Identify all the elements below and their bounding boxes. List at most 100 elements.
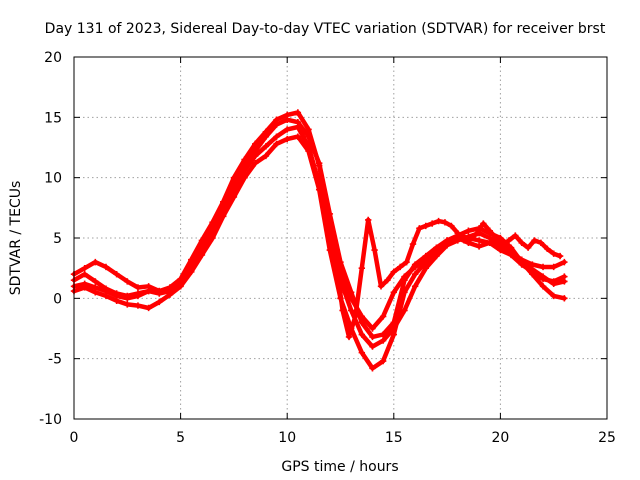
data-point bbox=[92, 278, 99, 285]
data-point bbox=[124, 278, 131, 285]
data-point bbox=[390, 268, 397, 275]
data-point bbox=[428, 220, 436, 227]
data-point bbox=[550, 263, 557, 271]
data-point bbox=[369, 365, 376, 372]
data-point bbox=[156, 298, 163, 306]
data-point bbox=[333, 258, 340, 266]
data-point bbox=[305, 133, 312, 140]
x-axis-label: GPS time / hours bbox=[281, 459, 398, 475]
data-point bbox=[81, 284, 88, 291]
data-point bbox=[518, 258, 525, 266]
data-point bbox=[284, 116, 291, 123]
data-point bbox=[390, 289, 397, 296]
data-point bbox=[345, 333, 353, 341]
data-point bbox=[422, 252, 429, 260]
data-point bbox=[379, 313, 387, 320]
data-point bbox=[401, 277, 408, 284]
data-point bbox=[113, 271, 120, 278]
data-point bbox=[539, 263, 547, 271]
data-point bbox=[369, 325, 376, 332]
data-point bbox=[401, 307, 408, 314]
data-point bbox=[465, 227, 472, 234]
data-point bbox=[561, 278, 568, 285]
data-point bbox=[544, 245, 551, 253]
data-point bbox=[416, 225, 423, 232]
data-point bbox=[422, 258, 429, 266]
data-point bbox=[377, 283, 385, 290]
data-point bbox=[262, 152, 270, 160]
data-point bbox=[473, 229, 481, 237]
data-point bbox=[524, 244, 532, 251]
y-tick-label: 20 bbox=[44, 50, 62, 66]
data-point bbox=[241, 167, 248, 174]
data-point bbox=[262, 143, 270, 150]
data-point bbox=[369, 343, 376, 350]
data-point bbox=[252, 159, 259, 167]
x-tick-label: 10 bbox=[278, 430, 296, 446]
data-point bbox=[411, 271, 419, 278]
data-point bbox=[294, 133, 302, 140]
data-point bbox=[435, 217, 442, 225]
data-point bbox=[492, 234, 500, 242]
data-point bbox=[177, 283, 184, 290]
data-point bbox=[365, 216, 372, 224]
data-point bbox=[422, 222, 429, 230]
data-point bbox=[358, 331, 366, 338]
data-point bbox=[315, 186, 323, 193]
data-point bbox=[371, 246, 378, 254]
data-point bbox=[480, 220, 487, 227]
data-point bbox=[497, 246, 504, 254]
data-point bbox=[347, 307, 355, 314]
data-point bbox=[409, 240, 417, 248]
data-point bbox=[188, 268, 195, 275]
data-point bbox=[411, 261, 419, 268]
data-point bbox=[252, 140, 259, 148]
data-point bbox=[347, 289, 355, 296]
data-point bbox=[326, 210, 334, 218]
y-tick-label: 15 bbox=[44, 110, 62, 126]
data-point bbox=[102, 263, 110, 271]
data-point bbox=[326, 246, 334, 254]
data-point bbox=[358, 319, 366, 326]
y-tick-label: -5 bbox=[48, 352, 62, 368]
x-tick-label: 20 bbox=[491, 430, 509, 446]
data-point bbox=[305, 147, 312, 155]
data-point bbox=[411, 283, 419, 290]
y-axis-label: SDTVAR / TECUs bbox=[8, 181, 24, 296]
data-point bbox=[561, 258, 568, 266]
series-track-4 bbox=[70, 133, 568, 372]
y-tick-label: 5 bbox=[53, 231, 62, 247]
data-point bbox=[539, 273, 547, 280]
data-point bbox=[550, 250, 557, 257]
data-point bbox=[92, 289, 99, 296]
data-point bbox=[339, 307, 346, 314]
data-point bbox=[92, 258, 99, 266]
data-point bbox=[358, 349, 366, 356]
data-point bbox=[460, 237, 468, 244]
data-point bbox=[145, 283, 152, 290]
y-tick-label: -10 bbox=[39, 412, 62, 428]
data-point bbox=[273, 121, 280, 128]
data-point bbox=[81, 271, 88, 278]
data-point bbox=[113, 297, 120, 304]
data-point bbox=[369, 333, 376, 341]
series-layer bbox=[70, 109, 568, 372]
data-point bbox=[124, 301, 131, 308]
data-point bbox=[326, 216, 334, 224]
data-point bbox=[198, 251, 206, 259]
data-point bbox=[512, 232, 519, 239]
data-point bbox=[294, 123, 302, 131]
data-point bbox=[422, 264, 429, 272]
data-point bbox=[499, 242, 506, 249]
data-point bbox=[531, 237, 538, 244]
data-point bbox=[550, 280, 557, 288]
data-point bbox=[529, 271, 536, 278]
data-point bbox=[561, 295, 568, 302]
data-point bbox=[384, 277, 391, 284]
data-point bbox=[550, 292, 557, 300]
data-point bbox=[518, 239, 525, 247]
data-point bbox=[102, 292, 110, 300]
data-point bbox=[124, 295, 131, 302]
data-point bbox=[305, 126, 312, 133]
data-point bbox=[145, 304, 152, 312]
